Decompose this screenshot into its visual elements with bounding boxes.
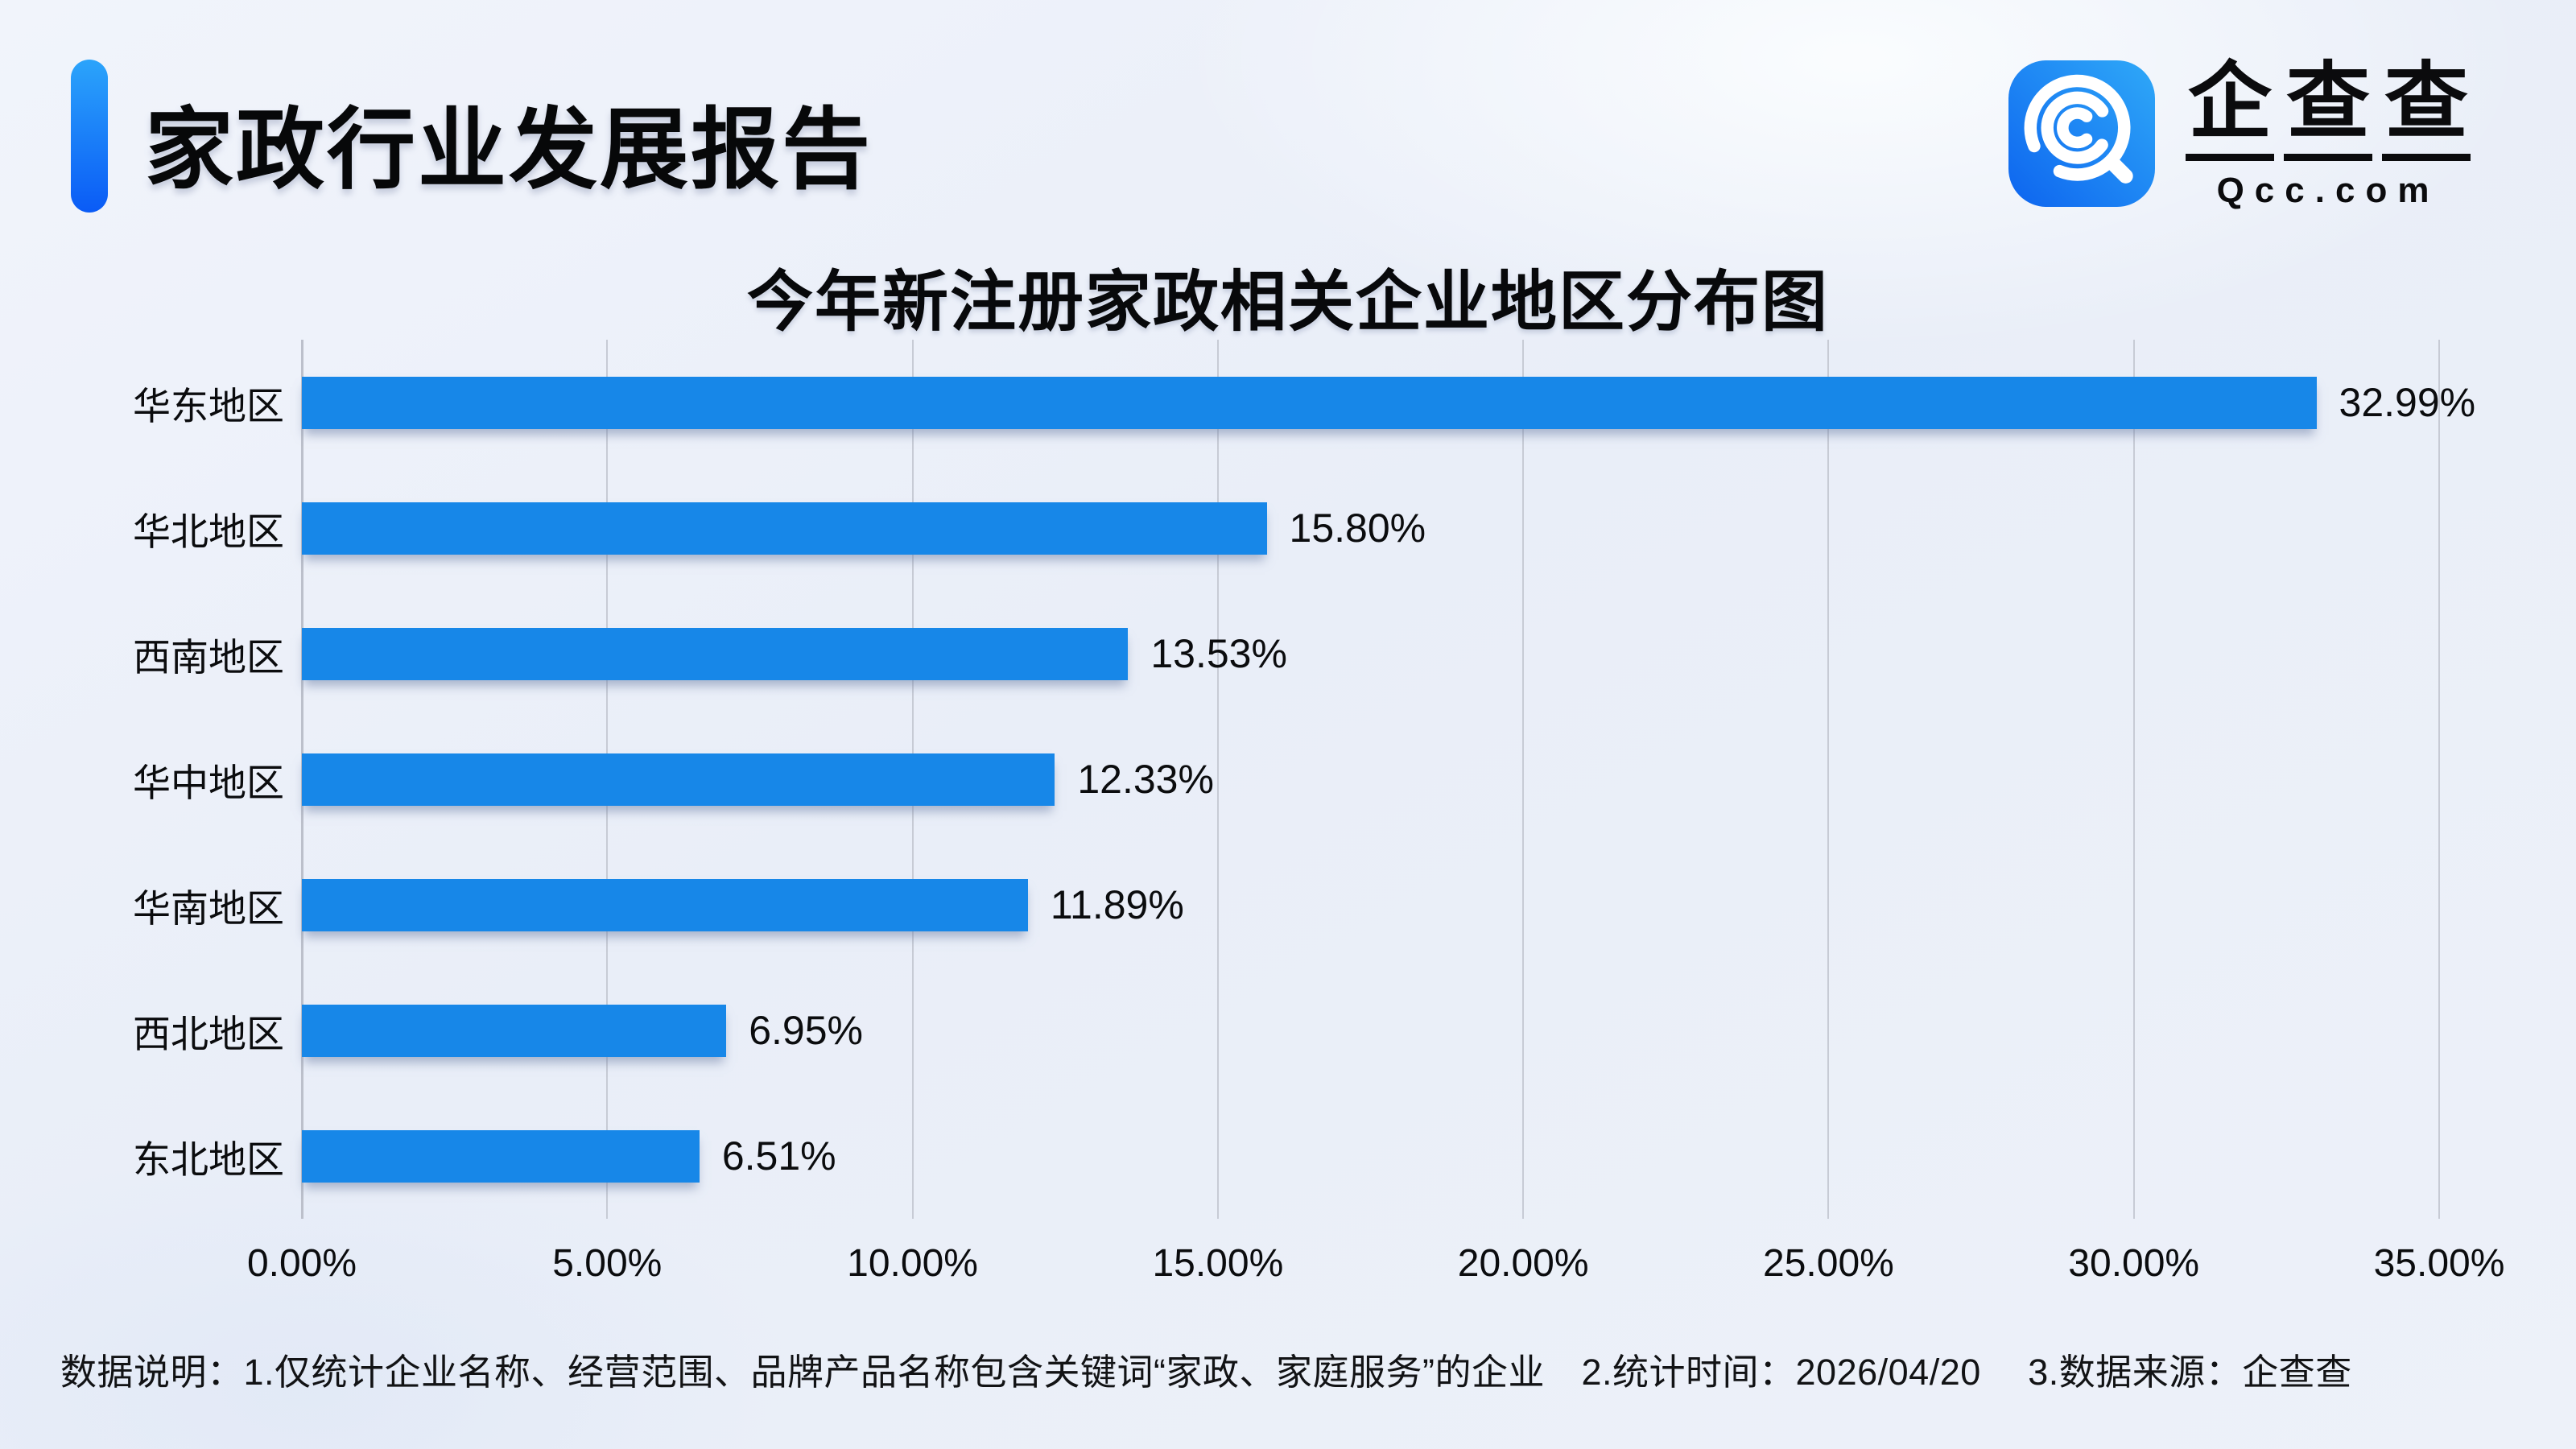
chart-row: 东北地区 6.51%	[133, 1093, 2439, 1219]
data-note: 数据说明：1.仅统计企业名称、经营范围、品牌产品名称包含关键词“家政、家庭服务”…	[60, 1352, 2352, 1393]
axis-tick-label: 15.00%	[1152, 1242, 1284, 1285]
value-label: 13.53%	[1150, 631, 1287, 676]
value-label: 11.89%	[1050, 882, 1184, 927]
category-label: 华北地区	[133, 510, 284, 553]
bar	[302, 1004, 727, 1057]
axis-tick-label: 0.00%	[246, 1242, 357, 1285]
bar	[302, 753, 1055, 806]
chart-row: 华中地区 12.33%	[133, 716, 2439, 842]
page-title: 家政行业发展报告	[145, 101, 873, 200]
value-label: 6.51%	[721, 1133, 836, 1179]
qcc-logo-text: 企查查 Qcc.com	[2181, 60, 2475, 211]
qcc-logo: 企查查 Qcc.com	[2008, 60, 2475, 211]
x-axis-ticks: 0.00% 5.00% 10.00% 15.00% 20.00% 25.00% 30.00%…	[247, 1241, 2504, 1290]
qcc-brand-en: Qcc.com	[2216, 171, 2440, 210]
gridline	[2438, 340, 2440, 1219]
axis-tick-label: 25.00%	[1763, 1242, 1894, 1285]
category-label: 东北地区	[133, 1137, 284, 1181]
bar	[302, 627, 1129, 680]
axis-tick-label: 35.00%	[2373, 1242, 2505, 1285]
bar	[302, 376, 2317, 429]
gridline	[1827, 340, 1830, 1219]
gridline	[2132, 340, 2135, 1219]
qcc-logo-icon	[2008, 60, 2155, 207]
title-accent-bar	[71, 60, 108, 213]
bar	[302, 502, 1267, 555]
chart-plot-area: 华东地区 32.99% 华北地区 15.80% 西南地区 13.53% 华中地区 12.33%…	[133, 340, 2475, 1219]
qcc-brand-cn-char: 查	[2284, 60, 2373, 161]
qcc-brand-cn: 企查查	[2181, 60, 2475, 161]
value-label: 15.80%	[1289, 506, 1426, 551]
gridline	[1216, 340, 1219, 1219]
chart-row: 华北地区 15.80%	[133, 465, 2439, 591]
axis-tick-label: 5.00%	[552, 1242, 663, 1285]
category-label: 华南地区	[133, 886, 284, 930]
bar	[302, 878, 1028, 931]
axis-tick-label: 20.00%	[1457, 1242, 1589, 1285]
axis-tick-label: 30.00%	[2068, 1242, 2200, 1285]
chart-row: 西北地区 6.95%	[133, 968, 2439, 1093]
bar-rows: 华东地区 32.99% 华北地区 15.80% 西南地区 13.53% 华中地区 12.33%…	[133, 340, 2475, 1219]
category-label: 西南地区	[133, 635, 284, 679]
value-label: 32.99%	[2339, 380, 2476, 425]
qcc-brand-cn-char: 企	[2186, 60, 2275, 161]
gridline	[1522, 340, 1525, 1219]
value-label: 12.33%	[1077, 757, 1214, 802]
bar	[302, 1129, 700, 1183]
axis-tick-label: 10.00%	[847, 1242, 978, 1285]
chart-row: 华东地区 32.99%	[133, 340, 2475, 465]
category-label: 华东地区	[133, 384, 284, 427]
category-label: 华中地区	[133, 761, 284, 804]
chart-title: 今年新注册家政相关企业地区分布图	[746, 266, 1829, 339]
value-label: 6.95%	[749, 1008, 863, 1053]
chart-row: 华南地区 11.89%	[133, 842, 2439, 968]
chart-row: 西南地区 13.53%	[133, 591, 2439, 716]
qcc-brand-cn-char: 查	[2382, 60, 2471, 161]
category-label: 西北地区	[133, 1012, 284, 1055]
